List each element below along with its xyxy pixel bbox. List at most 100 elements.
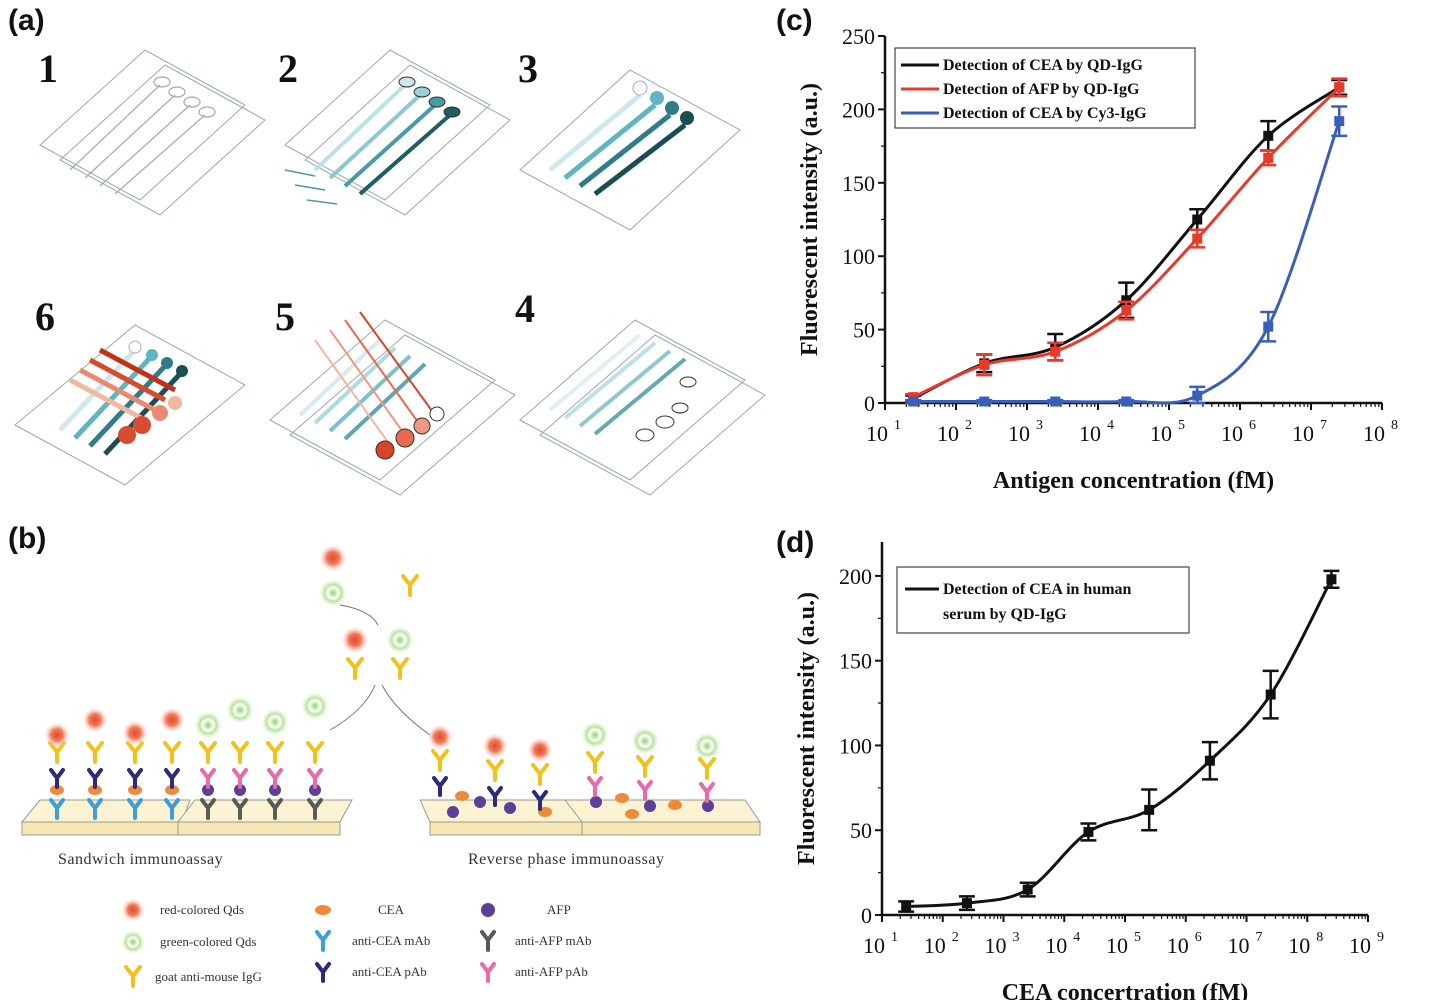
sandwich-green-stacks xyxy=(194,692,329,820)
panel-label-c: (c) xyxy=(776,4,813,37)
sandwich-assay-surface xyxy=(20,799,353,836)
cea-symbol xyxy=(315,905,331,915)
x-tick-exponent: 1 xyxy=(894,418,901,433)
step-number-5: 5 xyxy=(275,294,295,339)
step-number-1: 1 xyxy=(38,46,58,91)
x-tick-exponent: 4 xyxy=(1073,930,1080,945)
y-tick-label: 200 xyxy=(839,564,872,589)
y-tick-label: 50 xyxy=(853,318,875,343)
x-tick-label: 10 xyxy=(1008,421,1030,446)
legend-box xyxy=(896,566,1190,634)
legend-anti-cea-mab: anti-CEA mAb xyxy=(352,933,430,948)
data-point xyxy=(908,396,919,407)
data-point xyxy=(1334,82,1345,93)
panel-a-chip-diagram: 1 2 3 xyxy=(14,46,766,496)
x-axis-title: Antigen concentration (fM) xyxy=(993,468,1274,494)
legend-anti-afp-pab: anti-AFP pAb xyxy=(515,964,588,979)
series-line xyxy=(912,86,1341,399)
step-number-2: 2 xyxy=(278,46,298,91)
data-point xyxy=(1050,346,1061,357)
data-point xyxy=(1121,295,1132,306)
series-line xyxy=(906,578,1333,909)
x-tick-label: 10 xyxy=(1349,933,1371,958)
x-tick-label: 10 xyxy=(1292,421,1314,446)
data-point xyxy=(908,392,919,403)
x-tick-label: 10 xyxy=(1150,421,1172,446)
x-tick-exponent: 5 xyxy=(1178,418,1185,433)
x-tick-label: 10 xyxy=(1363,421,1385,446)
x-tick-exponent: 7 xyxy=(1320,418,1327,433)
x-tick-label: 10 xyxy=(1045,933,1067,958)
afp-symbol xyxy=(481,903,495,917)
x-tick-label: 10 xyxy=(1167,933,1189,958)
x-tick-label: 10 xyxy=(1228,933,1250,958)
data-point xyxy=(1050,396,1061,407)
step-number-4: 4 xyxy=(515,286,535,331)
chip-step-5 xyxy=(269,311,516,496)
x-tick-exponent: 6 xyxy=(1195,930,1202,945)
step-number-3: 3 xyxy=(518,46,538,91)
x-tick-label: 10 xyxy=(866,421,888,446)
x-tick-exponent: 2 xyxy=(952,930,959,945)
panel-label-b: (b) xyxy=(8,522,47,555)
data-point xyxy=(908,393,919,404)
data-point xyxy=(1204,755,1215,766)
data-point xyxy=(1144,804,1155,815)
legend-afp: AFP xyxy=(547,902,571,917)
y-tick-label: 100 xyxy=(842,244,875,269)
chip-step-2 xyxy=(284,49,511,216)
anti-afp-pab-symbol xyxy=(480,962,496,983)
data-point xyxy=(979,358,990,369)
data-point xyxy=(1121,396,1132,407)
x-tick-exponent: 1 xyxy=(891,930,898,945)
series-line xyxy=(912,86,1341,400)
y-tick-label: 150 xyxy=(842,171,875,196)
step-number-6: 6 xyxy=(35,294,55,339)
y-tick-label: 100 xyxy=(839,733,872,758)
y-tick-label: 0 xyxy=(861,903,872,928)
legend-label: serum by QD-IgG xyxy=(943,606,1067,623)
sandwich-red-stacks xyxy=(44,707,185,820)
chip-step-4 xyxy=(519,319,766,496)
x-tick-label: 10 xyxy=(1079,421,1101,446)
y-tick-label: 200 xyxy=(842,97,875,122)
red-qd-symbol xyxy=(121,898,145,922)
data-point xyxy=(1022,884,1033,895)
series-line xyxy=(913,120,1341,405)
legend-label: Detection of CEA by Cy3-IgG xyxy=(943,105,1147,122)
y-tick-label: 50 xyxy=(850,818,872,843)
legend-label: Detection of CEA by QD-IgG xyxy=(943,57,1144,74)
x-tick-label: 10 xyxy=(1221,421,1243,446)
x-tick-exponent: 3 xyxy=(1013,930,1020,945)
panel-label-d: (d) xyxy=(776,526,815,559)
x-tick-exponent: 5 xyxy=(1134,930,1141,945)
data-point xyxy=(901,901,912,912)
data-point xyxy=(1192,390,1203,401)
x-tick-exponent: 8 xyxy=(1391,418,1398,433)
reverse-phase-caption: Reverse phase immunoassay xyxy=(468,851,664,868)
y-tick-label: 250 xyxy=(842,24,875,49)
legend-cea: CEA xyxy=(378,902,405,917)
data-point xyxy=(1192,233,1203,244)
data-point xyxy=(1263,321,1274,332)
x-tick-exponent: 3 xyxy=(1036,418,1043,433)
data-point xyxy=(979,396,990,407)
data-point xyxy=(1263,152,1274,163)
x-tick-exponent: 7 xyxy=(1256,930,1263,945)
anti-afp-mab-symbol xyxy=(480,930,496,952)
data-point xyxy=(1334,116,1345,127)
legend-box xyxy=(894,47,1196,129)
x-tick-label: 10 xyxy=(1288,933,1310,958)
sandwich-caption: Sandwich immunoassay xyxy=(58,851,223,868)
y-tick-label: 150 xyxy=(839,649,872,674)
x-tick-label: 10 xyxy=(985,933,1007,958)
x-tick-label: 10 xyxy=(863,933,885,958)
legend-green-qds: green-colored Qds xyxy=(160,934,256,949)
x-tick-exponent: 9 xyxy=(1377,930,1384,945)
green-qd-symbol xyxy=(121,930,145,954)
x-axis-title: CEA concertration (fM) xyxy=(1002,980,1249,1000)
anti-cea-pab-symbol xyxy=(315,962,331,983)
reverse-phase-green-stacks xyxy=(581,721,721,803)
panel-b-immunoassay-diagram: Sandwich immunoassay Reverse phase immun… xyxy=(20,544,761,988)
data-point xyxy=(1265,689,1276,700)
